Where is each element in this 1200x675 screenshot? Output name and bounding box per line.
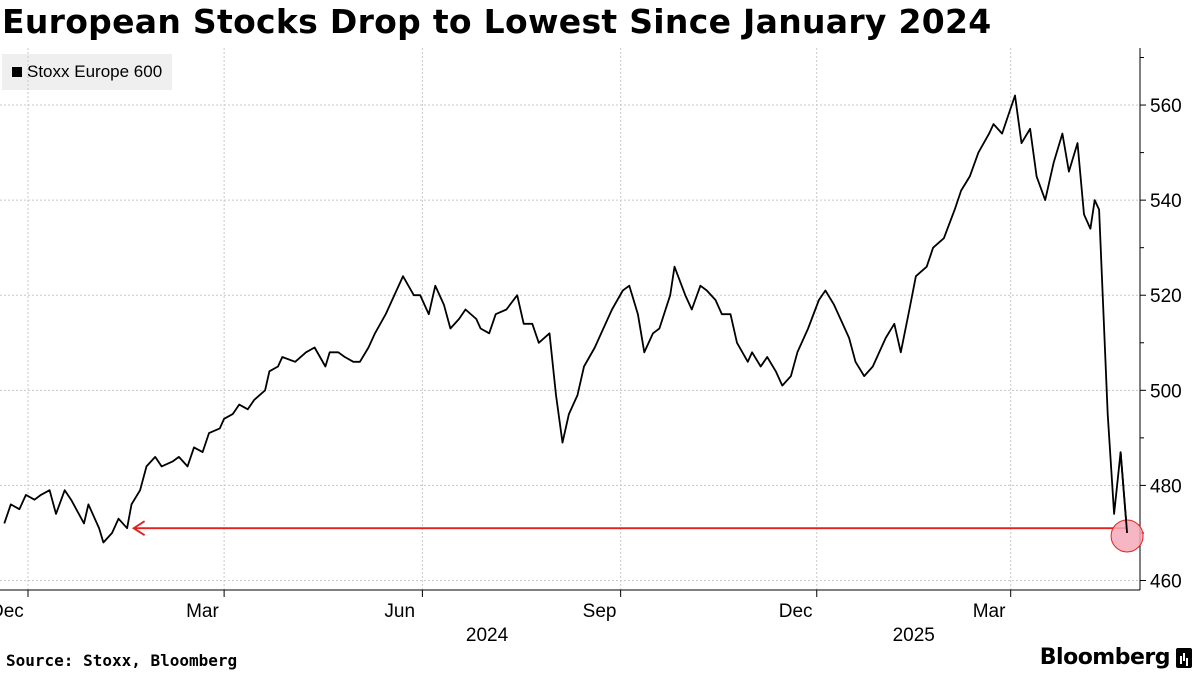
chart-title: European Stocks Drop to Lowest Since Jan… [2, 2, 992, 41]
latest-low-marker [1110, 519, 1144, 553]
y-tick-label: 460 [1150, 571, 1182, 592]
brand-name: Bloomberg [1039, 645, 1171, 670]
y-tick-label: 540 [1150, 191, 1182, 212]
x-tick-label: Dec [0, 601, 24, 622]
x-tick-label: Dec [779, 601, 813, 622]
bloomberg-icon [1176, 647, 1192, 668]
axes: 460 480 500 520 540 560 Dec Mar Jun Sep Dec Mar 2024… [0, 48, 1182, 646]
year-label: 2025 [893, 625, 935, 646]
series-last-segment [1119, 452, 1128, 534]
legend-swatch [12, 67, 22, 77]
x-tick-label: Mar [186, 601, 219, 622]
y-tick-label: 480 [1150, 476, 1182, 497]
brand-logo: Bloomberg [1040, 645, 1192, 670]
series-line-stoxx-europe-600 [3, 94, 1128, 544]
annotation-arrowhead [131, 520, 146, 536]
source-note: Source: Stoxx, Bloomberg [6, 651, 238, 670]
legend: Stoxx Europe 600 [2, 54, 173, 90]
year-label: 2024 [466, 625, 509, 646]
x-tick-label: Jun [384, 601, 415, 622]
x-tick-label: Sep [583, 601, 617, 622]
y-tick-label: 560 [1150, 96, 1182, 117]
annotations [131, 452, 1144, 553]
grid-lines [0, 48, 1140, 590]
y-tick-label: 500 [1150, 381, 1182, 402]
x-tick-label: Mar [973, 601, 1006, 622]
y-tick-label: 520 [1150, 286, 1182, 307]
legend-label: Stoxx Europe 600 [27, 62, 163, 81]
plot-area [3, 94, 1128, 544]
